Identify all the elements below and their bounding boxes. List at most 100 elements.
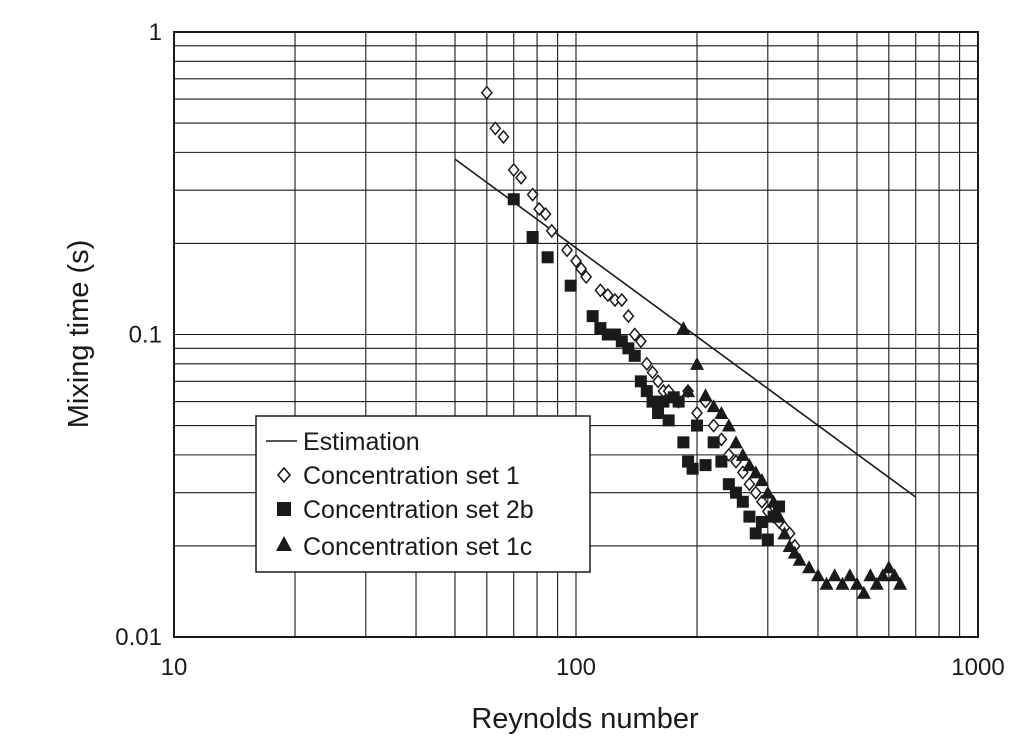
legend-item-concentration-set-1: Concentration set 1 (276, 462, 520, 490)
x-tick-label: 1000 (951, 654, 1004, 681)
series-concentration-set-2b (507, 193, 786, 546)
triangle-point (742, 458, 757, 472)
diamond-point (497, 129, 510, 145)
diamond-point (707, 418, 720, 433)
square-point (640, 385, 653, 398)
series-concentration-set-1c (676, 321, 908, 599)
legend-label-estimation: Estimation (303, 428, 420, 456)
square-point (707, 436, 720, 449)
square-point (586, 310, 599, 323)
square-point (699, 459, 712, 472)
square-point (657, 395, 670, 408)
triangle-point (760, 485, 775, 499)
triangle-point (728, 435, 743, 449)
diamond-point (743, 477, 756, 492)
diamond-point (615, 292, 628, 308)
square-point (691, 419, 704, 432)
diamond-point (594, 283, 607, 298)
triangle-point (835, 576, 850, 590)
square-point (715, 455, 728, 468)
triangle-point (772, 509, 787, 523)
plot-frame (173, 31, 979, 638)
square-point (749, 527, 762, 540)
diamond-point (539, 206, 552, 222)
legend-item-estimation: Estimation (266, 428, 420, 456)
square-point (729, 486, 742, 499)
diamond-point (622, 308, 635, 324)
legend: Estimation Concentration set 1 Concentra… (255, 415, 591, 573)
x-tick-labels: 10 100 1000 (161, 654, 1005, 681)
legend-square-swatch (277, 502, 291, 516)
square-point (652, 407, 665, 420)
diamond-point (575, 261, 588, 276)
x-tick-label: 10 (161, 654, 188, 681)
diamond-point (749, 485, 762, 500)
triangle-point (721, 418, 736, 432)
legend-label-concentration-set-1c: Concentration set 1c (303, 533, 532, 561)
square-point (736, 495, 749, 508)
diamond-point (480, 85, 493, 100)
triangle-point (714, 406, 729, 420)
diamond-point (640, 356, 653, 371)
y-axis-label: Mixing time (s) (63, 240, 95, 429)
diamond-point (652, 374, 665, 389)
triangle-point (811, 568, 826, 582)
legend-item-concentration-set-2b: Concentration set 2b (277, 496, 534, 524)
triangle-point (698, 388, 713, 402)
square-point (507, 193, 520, 206)
triangle-point (681, 384, 696, 398)
square-point (677, 436, 690, 449)
triangle-point (819, 576, 834, 590)
square-point (755, 515, 768, 528)
square-point (672, 395, 685, 408)
diamond-point (691, 405, 703, 421)
triangle-point (735, 447, 750, 461)
square-point (634, 375, 647, 388)
diamond-point (580, 269, 593, 285)
diamond-point (755, 494, 768, 509)
diamond-point (570, 253, 582, 269)
triangle-point (887, 568, 902, 582)
diamond-point (515, 170, 528, 185)
triangle-point (676, 321, 691, 335)
triangle-point (881, 560, 896, 574)
legend-triangle-swatch (276, 536, 292, 551)
diamond-point (722, 447, 735, 463)
triangle-point (875, 568, 890, 582)
y-tick-label: 1 (149, 19, 162, 46)
series-layer (454, 85, 917, 599)
triangle-point (748, 465, 763, 479)
triangle-point (690, 356, 705, 370)
diamond-point (646, 365, 659, 380)
legend-label-concentration-set-2b: Concentration set 2b (303, 496, 534, 524)
diamond-point (561, 243, 574, 258)
y-tick-label: 0.1 (129, 322, 162, 349)
diamond-point (489, 121, 502, 136)
triangle-point (856, 585, 871, 599)
diamond-point (634, 334, 647, 349)
square-point (662, 414, 675, 427)
triangle-point (827, 568, 842, 582)
triangle-point (777, 526, 792, 540)
triangle-point (863, 568, 878, 582)
triangle-point (706, 399, 721, 413)
diamond-point (507, 162, 520, 178)
diamond-point (628, 327, 641, 342)
triangle-point (792, 552, 807, 566)
x-tick-label: 100 (556, 654, 596, 681)
legend-label-concentration-set-1: Concentration set 1 (303, 462, 520, 490)
diamond-point (526, 187, 539, 202)
square-point (564, 279, 577, 292)
square-point (743, 510, 756, 523)
legend-diamond-swatch (276, 466, 292, 484)
diamond-point (533, 201, 546, 217)
square-point (526, 231, 539, 244)
triangle-point (842, 568, 857, 582)
series-concentration-set-1 (480, 85, 801, 554)
square-point (541, 251, 554, 264)
triangle-point (869, 576, 884, 590)
triangle-point (766, 494, 781, 508)
y-tick-label: 0.01 (115, 624, 162, 651)
x-axis-label: Reynolds number (471, 703, 699, 735)
